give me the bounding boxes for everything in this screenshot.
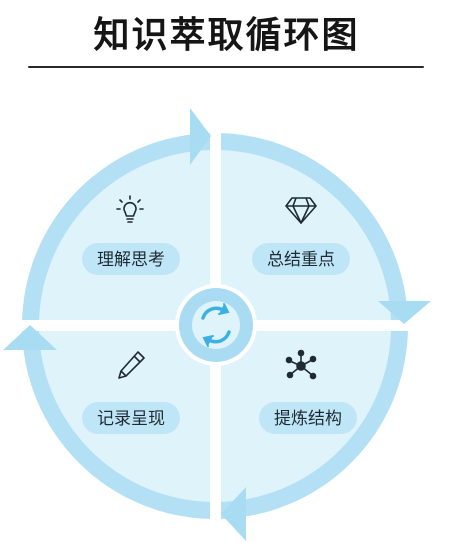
arrowhead-top xyxy=(190,108,211,165)
network-icon xyxy=(285,349,317,380)
label-pill-understand-think xyxy=(82,243,180,275)
center-hub xyxy=(175,284,257,366)
arrowhead-right xyxy=(378,301,431,324)
label-pill-refine-structure xyxy=(259,402,357,434)
arrowhead-bottom xyxy=(221,487,246,541)
title-underline xyxy=(28,66,424,68)
label-understand-think: 理解思考 xyxy=(97,250,165,270)
page-title: 知识萃取循环图 xyxy=(93,15,360,56)
arrowhead-left xyxy=(3,325,57,350)
diamond-icon xyxy=(285,197,317,224)
label-pill-record-present xyxy=(82,402,180,434)
label-refine-structure: 提炼结构 xyxy=(274,409,342,429)
pencil-icon xyxy=(118,351,145,379)
label-summarize-key-points: 总结重点 xyxy=(267,250,335,270)
quadrant-summarize-key-points: 总结重点 xyxy=(252,197,350,275)
quadrant-record-present: 记录呈现 xyxy=(82,351,180,434)
cycle-arrows-icon xyxy=(201,303,231,347)
lightbulb-icon xyxy=(116,195,144,223)
quadrant-understand-think: 理解思考 xyxy=(82,195,180,275)
quadrant-refine-structure: 提炼结构 xyxy=(259,349,357,434)
label-record-present: 记录呈现 xyxy=(97,409,165,429)
label-pill-summarize-key-points xyxy=(252,243,350,275)
